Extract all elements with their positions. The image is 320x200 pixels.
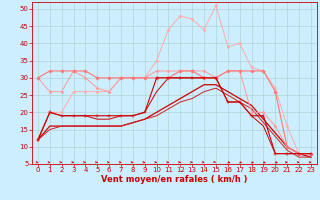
X-axis label: Vent moyen/en rafales ( km/h ): Vent moyen/en rafales ( km/h )	[101, 175, 248, 184]
